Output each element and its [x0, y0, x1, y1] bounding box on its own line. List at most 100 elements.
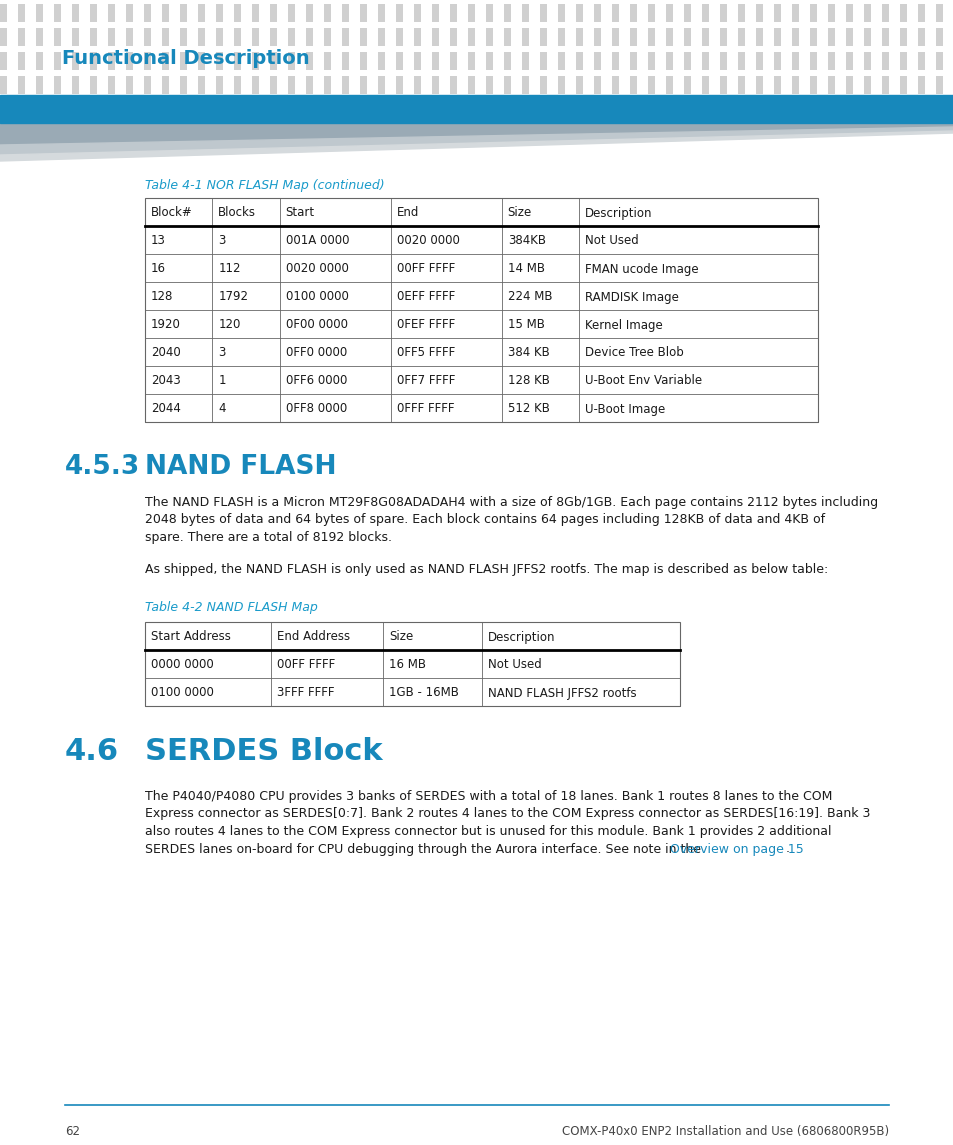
Bar: [738, 76, 744, 94]
Bar: [863, 27, 870, 46]
Text: SERDES lanes on-board for CPU debugging through the Aurora interface. See note i: SERDES lanes on-board for CPU debugging …: [145, 843, 704, 855]
Text: 3: 3: [218, 347, 226, 360]
Bar: [612, 27, 618, 46]
Bar: [162, 27, 169, 46]
Bar: [827, 3, 834, 22]
Text: Table 4-2 NAND FLASH Map: Table 4-2 NAND FLASH Map: [145, 601, 317, 614]
Bar: [270, 76, 276, 94]
Bar: [162, 76, 169, 94]
Text: 0FFF FFFF: 0FFF FFFF: [396, 403, 454, 416]
Bar: [90, 52, 97, 70]
Bar: [539, 27, 546, 46]
Bar: [791, 76, 799, 94]
Bar: [629, 52, 637, 70]
Bar: [377, 27, 385, 46]
Bar: [233, 3, 241, 22]
Bar: [0, 27, 7, 46]
Bar: [377, 52, 385, 70]
Bar: [558, 76, 564, 94]
Bar: [882, 27, 888, 46]
Text: Overview on page 15: Overview on page 15: [669, 843, 802, 855]
Bar: [701, 76, 708, 94]
Bar: [90, 27, 97, 46]
Bar: [288, 3, 294, 22]
Bar: [377, 76, 385, 94]
Bar: [359, 52, 367, 70]
Text: 0000 0000: 0000 0000: [151, 658, 213, 671]
Bar: [917, 52, 924, 70]
Bar: [576, 52, 582, 70]
Text: 0100 0000: 0100 0000: [151, 687, 213, 700]
Bar: [0, 3, 7, 22]
Text: U-Boot Image: U-Boot Image: [584, 403, 664, 416]
Bar: [145, 198, 817, 423]
Bar: [432, 52, 438, 70]
Bar: [755, 3, 762, 22]
Bar: [503, 52, 511, 70]
Bar: [773, 52, 781, 70]
Polygon shape: [0, 131, 953, 161]
Bar: [738, 52, 744, 70]
Bar: [809, 52, 816, 70]
Text: 384KB: 384KB: [507, 235, 545, 247]
Bar: [144, 76, 151, 94]
Bar: [521, 76, 529, 94]
Bar: [665, 3, 672, 22]
Bar: [594, 27, 600, 46]
Bar: [377, 3, 385, 22]
Bar: [359, 27, 367, 46]
Text: 0FF8 0000: 0FF8 0000: [285, 403, 347, 416]
Text: Blocks: Blocks: [218, 206, 256, 220]
Bar: [395, 52, 402, 70]
Bar: [683, 76, 690, 94]
Bar: [720, 76, 726, 94]
Bar: [899, 27, 906, 46]
Bar: [558, 3, 564, 22]
Text: spare. There are a total of 8192 blocks.: spare. There are a total of 8192 blocks.: [145, 531, 392, 544]
Bar: [395, 27, 402, 46]
Bar: [576, 3, 582, 22]
Bar: [720, 52, 726, 70]
Bar: [468, 3, 475, 22]
Bar: [233, 52, 241, 70]
Bar: [18, 27, 25, 46]
Bar: [126, 27, 132, 46]
Text: Block#: Block#: [151, 206, 193, 220]
Bar: [36, 27, 43, 46]
Text: 0100 0000: 0100 0000: [285, 291, 348, 303]
Bar: [755, 76, 762, 94]
Bar: [629, 27, 637, 46]
Bar: [18, 3, 25, 22]
Text: Not Used: Not Used: [584, 235, 639, 247]
Bar: [539, 3, 546, 22]
Text: SERDES Block: SERDES Block: [145, 737, 382, 766]
Bar: [773, 27, 781, 46]
Bar: [36, 76, 43, 94]
Bar: [683, 3, 690, 22]
Text: 512 KB: 512 KB: [507, 403, 549, 416]
Text: End: End: [396, 206, 418, 220]
Bar: [899, 3, 906, 22]
Bar: [809, 3, 816, 22]
Text: Size: Size: [389, 631, 413, 643]
Bar: [629, 3, 637, 22]
Bar: [126, 76, 132, 94]
Bar: [845, 52, 852, 70]
Bar: [341, 52, 349, 70]
Bar: [288, 52, 294, 70]
Bar: [612, 52, 618, 70]
Text: U-Boot Env Variable: U-Boot Env Variable: [584, 374, 701, 387]
Text: 0FF0 0000: 0FF0 0000: [285, 347, 347, 360]
Text: 224 MB: 224 MB: [507, 291, 552, 303]
Bar: [270, 52, 276, 70]
Bar: [629, 76, 637, 94]
Bar: [395, 76, 402, 94]
Text: Kernel Image: Kernel Image: [584, 318, 662, 332]
Bar: [935, 52, 942, 70]
Bar: [647, 27, 655, 46]
Bar: [71, 76, 79, 94]
Text: 0EFF FFFF: 0EFF FFFF: [396, 291, 455, 303]
Text: 128: 128: [151, 291, 173, 303]
Bar: [468, 76, 475, 94]
Bar: [145, 622, 679, 706]
